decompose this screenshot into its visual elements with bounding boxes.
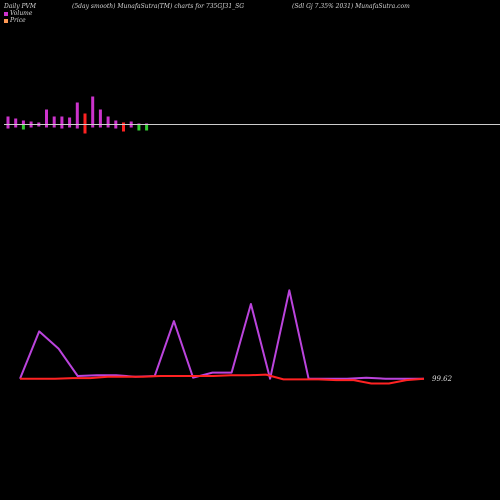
legend-price: Price — [4, 17, 26, 24]
volume-bar-down — [83, 124, 87, 134]
volume-bar-down — [6, 124, 10, 129]
volume-bar-up — [114, 120, 118, 125]
volume-bar-up — [45, 109, 48, 125]
volume-bar-up — [68, 117, 72, 125]
volume-panel — [6, 96, 149, 134]
volume-bar-down — [37, 124, 41, 127]
volume-bar-down — [52, 124, 56, 128]
volume-bar-down — [68, 124, 72, 128]
volume-bar-up — [129, 121, 133, 125]
volume-bar-down — [106, 124, 110, 128]
last-price-label: 99.62 — [432, 375, 453, 383]
volume-bar-up — [60, 116, 64, 125]
volume-bar-down — [98, 124, 102, 128]
volume-bar-down — [91, 124, 95, 128]
volume-bar-up — [21, 120, 25, 125]
volume-bar-up — [91, 96, 95, 125]
volume-bar-down — [137, 124, 141, 131]
volume-bar-up — [98, 109, 102, 125]
smoothed-series-line — [19, 289, 424, 380]
volume-bar-down — [122, 124, 125, 132]
volume-bar-down — [114, 124, 118, 129]
volume-bar-up — [6, 116, 10, 125]
legend-volume-swatch — [4, 11, 8, 16]
legend-volume-label: Volume — [10, 10, 33, 17]
volume-bar-down — [21, 124, 25, 130]
volume-bar-down — [45, 124, 48, 128]
chart-header-title: (5day smooth) MunafaSutra(TM) charts for… — [72, 3, 245, 10]
chart-header-right: (Sdl Gj 7.35% 2031) MunafaSutra.com — [292, 3, 410, 10]
volume-bar-up — [122, 122, 125, 125]
volume-bar-up — [37, 122, 41, 125]
volume-bar-down — [14, 124, 18, 128]
legend-price-label: Price — [10, 17, 26, 24]
price-panel: 99.62 — [19, 289, 453, 385]
legend-price-swatch — [4, 18, 8, 23]
volume-bar-down — [60, 124, 64, 129]
volume-bar-down — [75, 124, 79, 129]
volume-bar-down — [29, 124, 33, 128]
price-series-line — [20, 373, 425, 385]
volume-bar-up — [106, 116, 110, 125]
volume-bar-down — [145, 124, 149, 131]
volume-bar-up — [29, 121, 33, 125]
legend-volume: Volume — [4, 10, 32, 17]
volume-bar-up — [14, 118, 18, 125]
volume-bar-up — [52, 116, 56, 125]
chart-header-left: Daily PVM — [4, 3, 37, 10]
volume-bar-up — [83, 113, 87, 125]
volume-bar-up — [75, 102, 79, 125]
volume-bar-down — [129, 124, 133, 128]
